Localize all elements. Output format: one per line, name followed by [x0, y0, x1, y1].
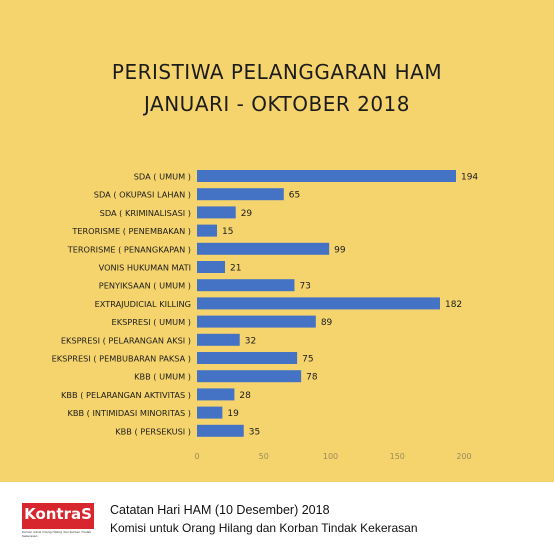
category-label: KBB ( INTIMIDASI MINORITAS ) [67, 408, 191, 418]
chart-panel [0, 0, 554, 482]
value-label: 182 [445, 300, 462, 310]
category-label: TERORISME ( PENEMBAKAN ) [71, 226, 191, 236]
value-label: 28 [239, 391, 251, 401]
value-label: 65 [289, 191, 300, 201]
value-label: 29 [241, 209, 253, 219]
bar [197, 279, 295, 292]
value-label: 35 [249, 427, 260, 437]
category-label: SDA ( UMUM ) [134, 172, 191, 182]
bar [197, 224, 218, 237]
category-label: EKSPRESI ( UMUM ) [112, 317, 191, 327]
bar [197, 170, 456, 182]
bar [197, 388, 235, 401]
value-label: 99 [334, 245, 346, 255]
chart-title-line-1: PERISTIWA PELANGGARAN HAM [111, 60, 443, 84]
bar [197, 261, 226, 273]
x-tick-label: 200 [456, 452, 471, 461]
x-tick-label: 100 [323, 452, 338, 461]
value-label: 21 [230, 264, 241, 274]
value-label: 89 [321, 318, 333, 328]
category-label: EKSPRESI ( PELARANGAN AKSI ) [61, 335, 191, 345]
x-tick-label: 0 [194, 452, 199, 461]
value-label: 19 [227, 409, 239, 419]
category-label: VONIS HUKUMAN MATI [99, 263, 191, 273]
kontras-logo: KontraS [22, 503, 94, 529]
bar [197, 315, 316, 328]
bar [197, 297, 440, 310]
category-label: KBB ( PELARANGAN AKTIVITAS ) [61, 390, 191, 400]
category-label: SDA ( KRIMINALISASI ) [100, 208, 191, 218]
value-label: 32 [245, 336, 256, 346]
value-label: 73 [299, 282, 310, 292]
bar [197, 333, 240, 346]
category-label: EKSPRESI ( PEMBUBARAN PAKSA ) [52, 354, 191, 364]
footer-organization: Komisi untuk Orang Hilang dan Korban Tin… [110, 521, 418, 535]
chart-title-line-2: JANUARI - OKTOBER 2018 [143, 92, 410, 116]
category-label: PENYIKSAAN ( UMUM ) [99, 281, 191, 291]
bar [197, 352, 298, 364]
bar [197, 424, 244, 437]
x-tick-label: 50 [259, 452, 269, 461]
x-tick-label: 150 [390, 452, 405, 461]
category-label: KBB ( UMUM ) [134, 372, 191, 382]
category-label: EXTRAJUDICIAL KILLING [95, 299, 191, 309]
footer-caption: Catatan Hari HAM (10 Desember) 2018 [110, 503, 330, 517]
bar [197, 406, 223, 419]
value-label: 75 [302, 355, 313, 365]
bar [197, 188, 284, 201]
value-label: 15 [222, 227, 233, 237]
bar [197, 206, 236, 219]
value-label: 194 [461, 173, 478, 183]
bar [197, 370, 302, 383]
category-label: KBB ( PERSEKUSI ) [115, 426, 191, 436]
logo-subtext: Komisi untuk Orang Hilang dan Korban Tin… [22, 530, 92, 538]
category-label: SDA ( OKUPASI LAHAN ) [94, 190, 191, 200]
value-label: 78 [306, 373, 318, 383]
category-label: TERORISME ( PENANGKAPAN ) [67, 244, 191, 254]
chart-title: PERISTIWA PELANGGARAN HAM JANUARI - OKTO… [0, 56, 554, 120]
bar-chart: SDA ( UMUM ) 194 SDA ( OKUPASI LAHAN ) 65 SD… [52, 170, 478, 461]
bar [197, 242, 330, 255]
